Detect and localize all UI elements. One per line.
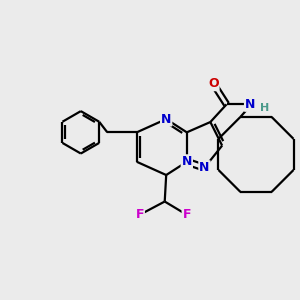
Text: N: N	[182, 155, 192, 168]
Text: N: N	[245, 98, 255, 111]
Text: H: H	[260, 103, 269, 113]
Text: N: N	[161, 112, 171, 126]
Text: N: N	[199, 161, 210, 174]
Text: F: F	[135, 208, 144, 221]
Text: F: F	[183, 208, 191, 221]
Text: O: O	[208, 77, 219, 90]
